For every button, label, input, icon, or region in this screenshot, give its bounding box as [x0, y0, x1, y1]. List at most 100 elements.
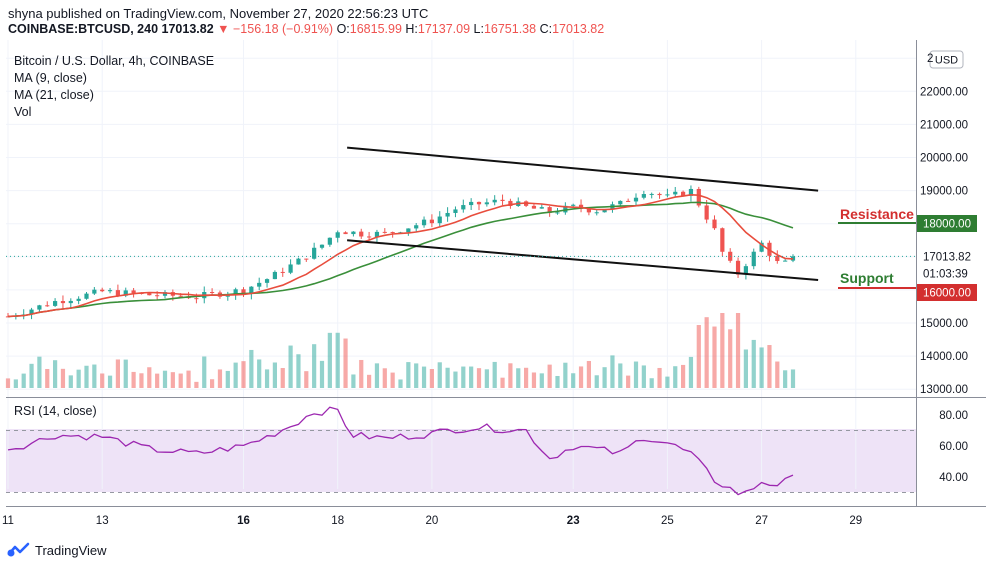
volume-bar [790, 369, 796, 388]
chart-title: Bitcoin / U.S. Dollar, 4h, COINBASE [14, 54, 214, 68]
volume-bar [649, 378, 654, 388]
candle-body [704, 205, 709, 220]
candle-body [76, 298, 81, 301]
resistance-label: Resistance [840, 206, 914, 222]
volume-bar [84, 365, 89, 388]
candle-body [594, 212, 599, 214]
volume-bar [319, 360, 325, 388]
rsi-legend: RSI (14, close) [14, 404, 97, 418]
vol-legend: Vol [14, 105, 31, 119]
candle-body [280, 271, 285, 273]
volume-bars [5, 313, 796, 388]
symbol-label[interactable]: COINBASE:BTCUSD, 240 [8, 22, 159, 36]
tradingview-logo[interactable]: TradingView [6, 542, 107, 558]
candle-body [720, 228, 725, 252]
volume-bar [508, 363, 513, 388]
candle-body [571, 204, 576, 206]
volume-bar [13, 379, 18, 388]
volume-bar [359, 359, 364, 388]
candle-body [304, 258, 309, 260]
volume-bar [728, 329, 733, 388]
candle-body [649, 193, 654, 195]
low-label: L: [473, 22, 484, 36]
volume-bar [547, 364, 552, 388]
volume-bar [107, 375, 113, 388]
volume-bar [288, 345, 293, 388]
high-value: 17137.09 [417, 22, 471, 36]
x-tick-label: 18 [331, 515, 344, 527]
candle-body [508, 200, 513, 207]
volume-bar [618, 363, 623, 388]
candle-body [60, 301, 66, 304]
candle-body [492, 199, 497, 203]
candle-body [374, 231, 380, 238]
volume-bar [225, 370, 230, 388]
volume-bar [249, 349, 254, 388]
candle-body [783, 260, 788, 262]
rsi-tick-label: 60.00 [939, 441, 968, 453]
y-tick-label: 13000.00 [920, 384, 968, 396]
candle-body [249, 286, 254, 294]
volume-bar [170, 372, 175, 388]
candle-body [555, 212, 560, 214]
candle-body [437, 216, 442, 224]
y-tick-label: 14000.00 [920, 351, 968, 363]
volume-bar [586, 360, 591, 388]
volume-bar [296, 354, 301, 388]
volume-bar [390, 372, 395, 388]
candle-body [681, 191, 686, 196]
candle-body [626, 200, 631, 202]
volume-bar [610, 355, 615, 388]
y-tick-label: 15000.00 [920, 318, 968, 330]
candle-body [233, 289, 238, 295]
volume-bar [453, 371, 458, 388]
candle-body [367, 236, 372, 238]
currency-button[interactable] [929, 50, 964, 69]
candle-body [319, 244, 325, 248]
volume-bar [421, 366, 427, 388]
volume-bar [500, 377, 505, 388]
volume-bar [767, 345, 772, 388]
volume-bar [641, 365, 646, 388]
volume-bar [492, 361, 497, 388]
volume-bar [563, 362, 568, 388]
candle-body [688, 188, 694, 196]
candle-body [500, 199, 505, 201]
chart-area[interactable]: Bitcoin / U.S. Dollar, 4h, COINBASE MA (… [0, 40, 986, 536]
candle-body [5, 316, 11, 318]
volume-bar [524, 367, 529, 388]
volume-bar [272, 362, 277, 388]
candle-body [37, 305, 42, 310]
candle-body [633, 197, 639, 202]
volume-bar [233, 362, 238, 388]
volume-bar [45, 368, 50, 388]
candle-body [461, 205, 466, 210]
ohlc-readout: COINBASE:BTCUSD, 240 17013.82 ▼ −156.18 … [8, 22, 604, 36]
candle-body [123, 290, 128, 296]
candle-body [359, 231, 364, 237]
tradingview-brand: TradingView [35, 542, 107, 558]
low-value: 16751.38 [483, 22, 537, 36]
x-tick-label: 16 [237, 515, 250, 527]
volume-bar [555, 375, 560, 388]
candle-body [421, 219, 427, 226]
candle-body [100, 289, 105, 292]
volume-bar [257, 359, 262, 388]
ma9-legend: MA (9, close) [14, 71, 87, 85]
candle-body [641, 194, 646, 198]
candle-body [107, 290, 113, 292]
candle-body [312, 247, 317, 259]
candle-body [775, 255, 780, 262]
volume-bar [92, 364, 97, 388]
candle-body [751, 251, 756, 267]
down-arrow-icon: ▼ [217, 22, 230, 36]
volume-bar [21, 373, 26, 388]
volume-bar [633, 361, 639, 388]
candle-body [406, 228, 411, 233]
support-tag: 16000.00 [923, 288, 971, 300]
candle-body [45, 305, 50, 307]
volume-bar [681, 364, 686, 388]
volume-bar [123, 359, 128, 388]
candle-body [194, 298, 199, 300]
candle-body [539, 207, 544, 209]
